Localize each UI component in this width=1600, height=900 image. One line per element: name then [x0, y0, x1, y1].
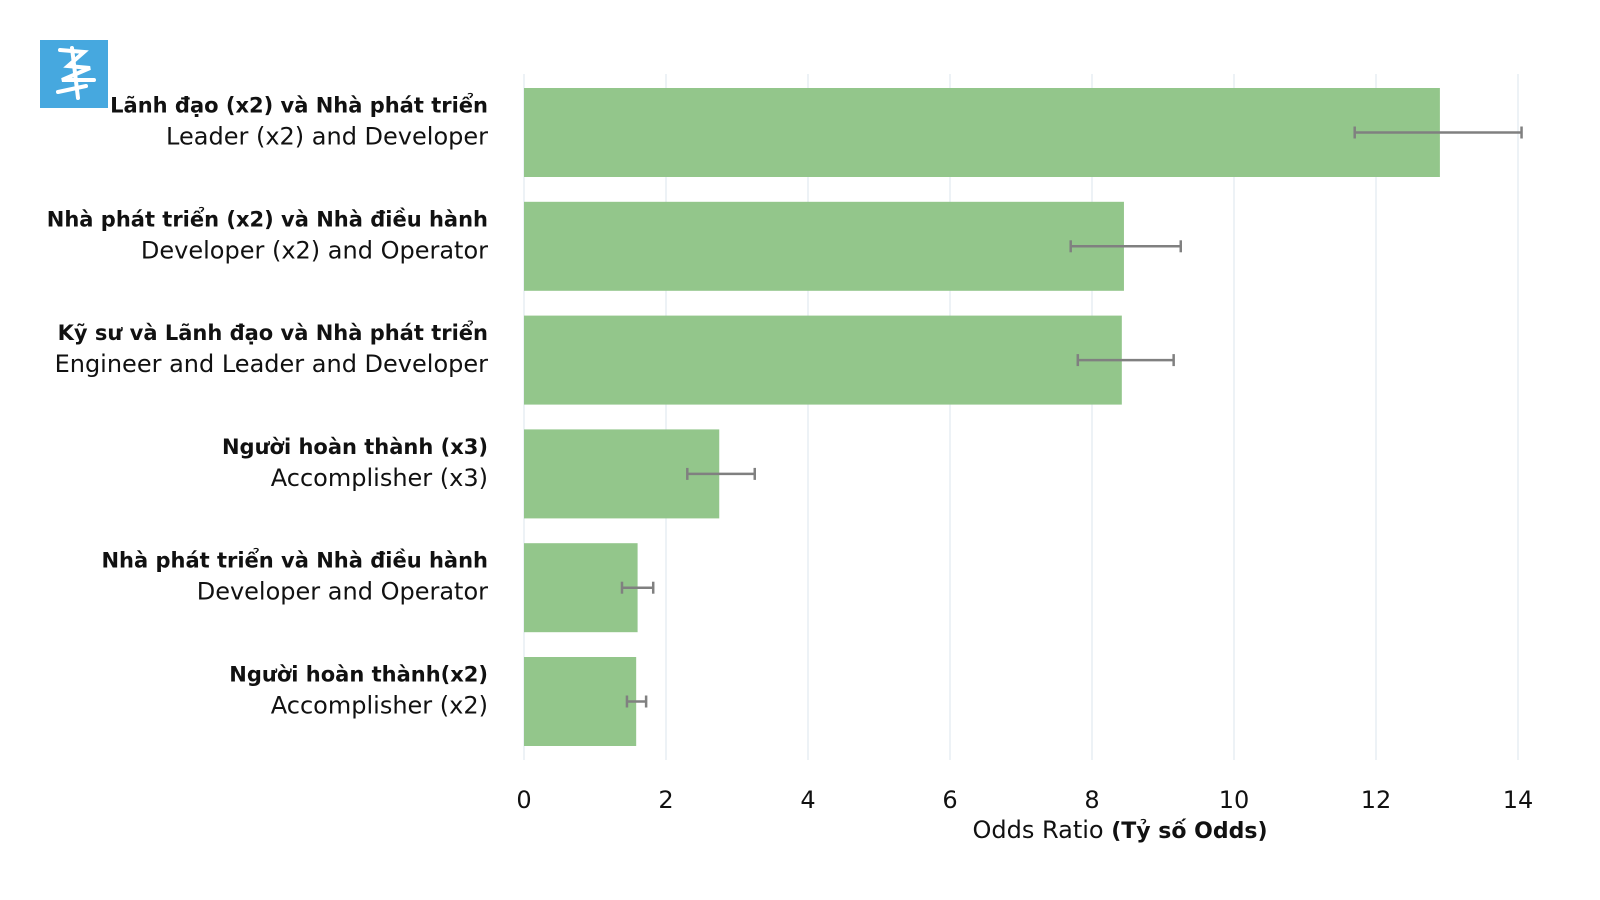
category-label-vi: Nhà phát triển và Nhà điều hành [101, 548, 488, 573]
x-tick-label: 4 [800, 786, 815, 814]
bars [524, 88, 1440, 746]
error-bar [625, 695, 648, 708]
x-tick-label: 10 [1219, 786, 1250, 814]
bar [524, 657, 637, 746]
bar [524, 315, 1122, 405]
category-label-en: Engineer and Leader and Developer [55, 350, 489, 378]
category-label-en: Accomplisher (x2) [271, 692, 488, 720]
x-tick-label: 14 [1503, 786, 1534, 814]
category-label-vi: Kỹ sư và Lãnh đạo và Nhà phát triển [58, 320, 488, 345]
grid-lines [523, 74, 1519, 760]
logo [40, 40, 108, 108]
x-tick-label: 8 [1084, 786, 1099, 814]
bar [524, 543, 638, 633]
category-label-en: Developer and Operator [197, 578, 488, 606]
x-tick-label: 2 [658, 786, 673, 814]
error-bar [1069, 240, 1182, 253]
error-bar [620, 581, 655, 594]
x-tick-label: 12 [1361, 786, 1392, 814]
x-axis-label: Odds Ratio (Tỷ số Odds) [972, 816, 1267, 844]
x-tick-label: 6 [942, 786, 957, 814]
x-tick-label: 0 [516, 786, 531, 814]
category-label-en: Developer (x2) and Operator [141, 236, 488, 264]
error-bar [1353, 126, 1523, 139]
bar [524, 201, 1124, 291]
bar [524, 88, 1440, 177]
category-labels: Lãnh đạo (x2) và Nhà phát triển Leader (x… [47, 93, 488, 720]
category-label-vi: Người hoàn thành(x2) [229, 663, 488, 687]
category-label-vi: Người hoàn thành (x3) [222, 435, 488, 459]
category-label-vi: Nhà phát triển (x2) và Nhà điều hành [47, 206, 488, 231]
error-bar [1076, 354, 1175, 367]
category-label-en: Leader (x2) and Developer [166, 123, 488, 151]
category-label-en: Accomplisher (x3) [271, 464, 488, 492]
category-label-vi: Lãnh đạo (x2) và Nhà phát triển [110, 93, 488, 118]
error-bars [620, 126, 1523, 708]
sketch-figure-icon [40, 40, 108, 108]
error-bar [686, 467, 756, 480]
x-tick-labels: 0 2 4 6 8 10 12 14 [516, 786, 1533, 814]
